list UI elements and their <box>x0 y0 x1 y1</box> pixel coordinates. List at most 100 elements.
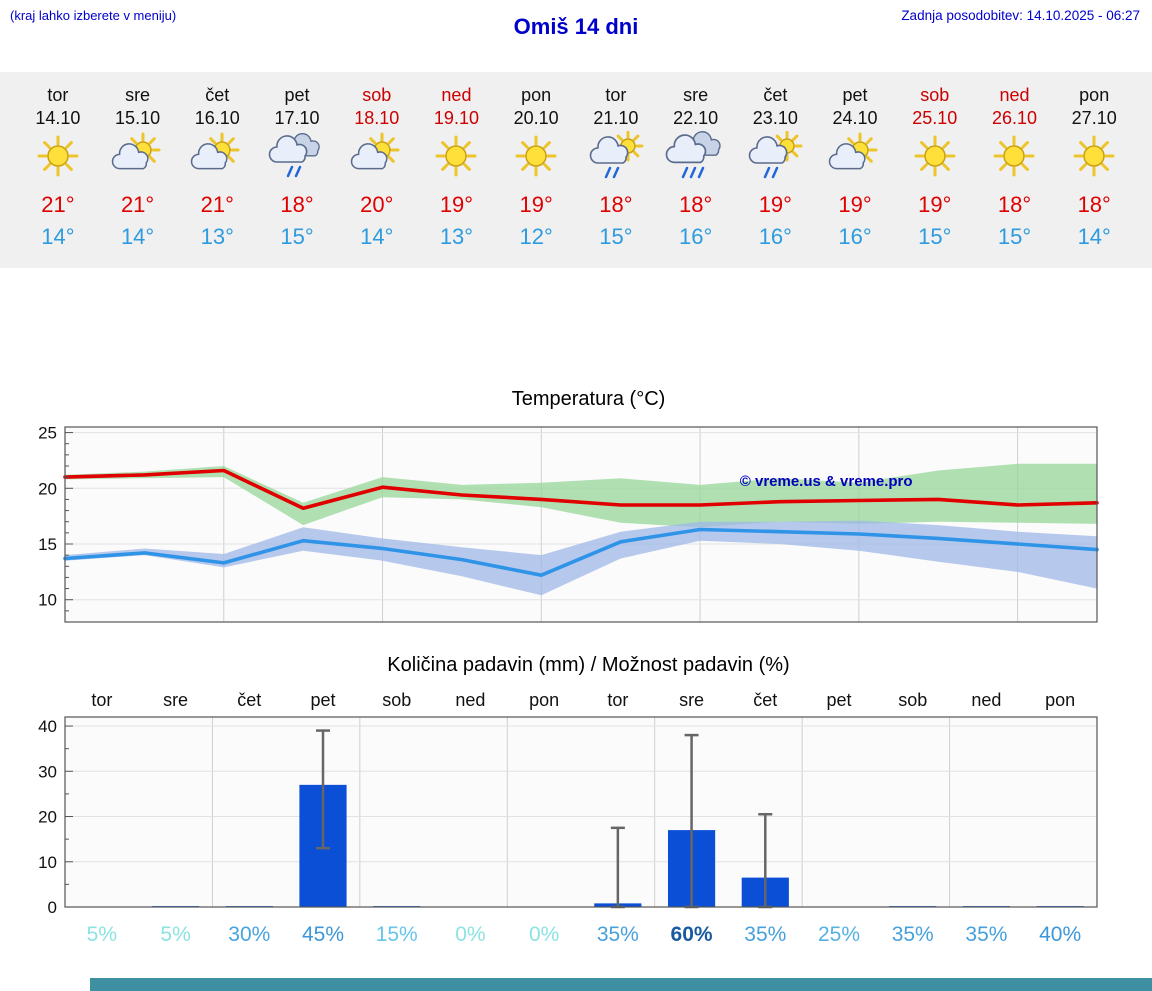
footer-bar <box>90 978 1152 991</box>
low-temp: 15° <box>280 223 314 249</box>
y-tick-label: 20 <box>38 808 57 827</box>
weather-icon-sunny <box>18 131 98 185</box>
forecast-day: sob 18.10 20° 14° <box>337 84 417 250</box>
probability-label: 35% <box>965 923 1007 946</box>
y-tick-label: 40 <box>38 717 57 736</box>
high-temp: 21° <box>120 192 155 217</box>
y-tick-label: 25 <box>38 424 57 443</box>
probability-label: 35% <box>597 923 639 946</box>
forecast-day: pet 17.10 18° 15° <box>257 84 337 250</box>
day-label: tor <box>91 690 112 710</box>
forecast-strip: tor 14.10 21° 14° sre 15.10 21° 14° čet 16.10 21° 1… <box>0 72 1152 268</box>
probability-labels: 5% 5% 30% 45% 15% 0% 0% 35% 60% 35% 25% 35% 35% 40% <box>87 923 1081 946</box>
precipitation-chart: tor sre čet pet sob ned pon tor sre čet pet sob ned p… <box>25 683 1152 958</box>
day-label: ned <box>455 690 485 710</box>
day-name: tor <box>47 85 69 105</box>
y-tick-label: 30 <box>38 762 57 781</box>
day-name: ned <box>441 85 472 105</box>
high-temp: 20° <box>360 192 394 217</box>
probability-label: 5% <box>160 923 190 946</box>
day-label: sre <box>163 690 188 710</box>
low-temp: 12° <box>519 223 553 249</box>
day-labels: tor sre čet pet sob ned pon tor sre čet pet sob ned p… <box>91 690 1075 710</box>
gridlines <box>65 717 1097 907</box>
y-tick-label: 0 <box>48 898 57 917</box>
day-name: sob <box>920 85 950 105</box>
weather-icon-sunny <box>417 131 497 185</box>
forecast-day: čet 23.10 19° 16° <box>735 84 815 250</box>
forecast-day: tor 21.10 18° 15° <box>576 84 656 250</box>
min-temperature-line <box>63 527 1099 577</box>
day-name: čet <box>763 85 788 105</box>
y-tick-label: 15 <box>38 535 57 554</box>
day-name: sre <box>125 85 151 105</box>
forecast-day: pet 24.10 19° 16° <box>815 84 895 250</box>
weather-icon-partly-cloudy <box>815 131 895 185</box>
low-temp: 13° <box>439 223 474 249</box>
forecast-day: čet 16.10 21° 13° <box>177 84 257 250</box>
day-date: 23.10 <box>752 107 798 128</box>
probability-label: 35% <box>744 923 786 946</box>
high-temp: 19° <box>519 192 553 217</box>
day-name: čet <box>205 85 230 105</box>
day-date: 21.10 <box>593 107 639 128</box>
high-temp: 19° <box>439 192 474 217</box>
high-temp: 21° <box>41 192 75 217</box>
day-label: pon <box>1045 690 1075 710</box>
low-temp: 14° <box>41 223 75 249</box>
day-label: sre <box>679 690 704 710</box>
weather-icon-rain <box>257 131 337 185</box>
weather-icon-rain-sun <box>576 130 656 185</box>
low-temp: 16° <box>678 223 713 249</box>
weather-icon-sunny <box>496 131 576 185</box>
menu-hint: (kraj lahko izberete v meniju) <box>10 8 177 23</box>
day-date: 17.10 <box>274 107 320 128</box>
probability-label: 0% <box>529 923 559 946</box>
day-name: sre <box>683 85 709 105</box>
day-name: pon <box>521 85 552 105</box>
max-temperature-line <box>63 468 1099 511</box>
low-temp: 14° <box>1077 223 1111 249</box>
weather-icon-partly-cloudy <box>337 131 417 185</box>
y-tick-label: 10 <box>38 591 57 610</box>
low-temp: 15° <box>997 223 1032 249</box>
day-name: pet <box>284 85 310 105</box>
low-temp: 15° <box>599 223 633 249</box>
day-label: čet <box>753 690 777 710</box>
y-tick-label: 10 <box>38 853 57 872</box>
weather-icon-sunny <box>1054 131 1134 185</box>
low-temp: 15° <box>918 223 952 249</box>
probability-label: 0% <box>455 923 485 946</box>
day-name: pon <box>1079 85 1110 105</box>
probability-label: 60% <box>671 923 713 946</box>
y-tick-label: 20 <box>38 479 57 498</box>
forecast-day: tor 14.10 21° 14° <box>18 84 98 250</box>
temperature-chart-title: Temperatura (°C) <box>511 388 666 410</box>
last-update: Zadnja posodobitev: 14.10.2025 - 06:27 <box>901 8 1140 23</box>
forecast-day: sob 25.10 19° 15° <box>895 84 975 250</box>
max-temperature-band <box>65 463 1097 528</box>
day-label: čet <box>237 690 261 710</box>
y-axis: 0 10 20 30 40 <box>38 717 73 917</box>
forecast-day: sre 22.10 18° 16° <box>656 84 736 250</box>
watermark-link[interactable]: © vreme.us & vreme.pro <box>740 473 913 490</box>
high-temp: 19° <box>758 192 792 217</box>
low-temp: 13° <box>200 223 234 249</box>
temperature-chart: 10 15 20 25 © vreme.us & vreme.pro <box>25 417 1152 640</box>
day-date: 19.10 <box>433 107 479 128</box>
weather-icon-partly-cloudy <box>177 131 257 185</box>
day-label: tor <box>607 690 628 710</box>
forecast-day: pon 27.10 18° 14° <box>1054 84 1134 250</box>
high-temp: 18° <box>678 192 713 217</box>
probability-label: 30% <box>228 923 270 946</box>
probability-label: 40% <box>1039 923 1081 946</box>
probability-label: 15% <box>376 923 418 946</box>
high-temp: 18° <box>599 192 633 217</box>
day-name: tor <box>605 85 627 105</box>
probability-label: 25% <box>818 923 860 946</box>
precipitation-section: Količina padavin (mm) / Možnost padavin … <box>25 654 1152 958</box>
forecast-day: ned 26.10 18° 15° <box>975 84 1055 250</box>
precipitation-plot: tor sre čet pet sob ned pon tor sre čet pet sob ned p… <box>38 690 1098 946</box>
day-date: 26.10 <box>991 107 1037 128</box>
weather-icon-partly-cloudy <box>98 131 178 185</box>
